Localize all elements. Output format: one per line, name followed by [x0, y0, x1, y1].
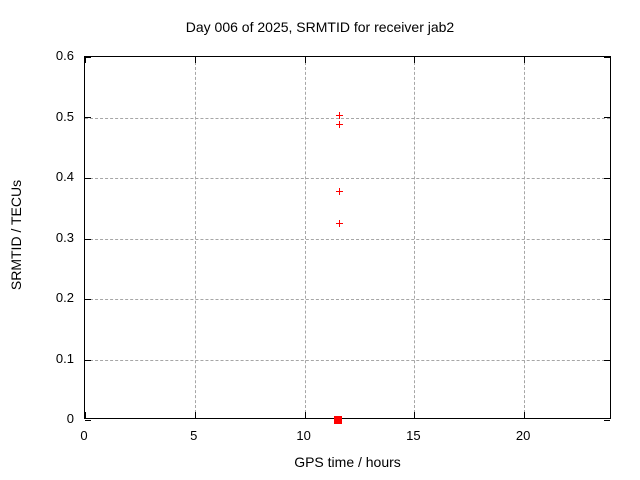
y-tick-label: 0.4: [55, 169, 74, 184]
grid-line-vertical: [194, 57, 196, 418]
y-tick-mark: [85, 117, 91, 118]
grid-line-horizontal: [85, 238, 610, 240]
data-point-plus: [336, 121, 344, 129]
data-point-plus: [336, 112, 344, 120]
chart-title: Day 006 of 2025, SRMTID for receiver jab…: [185, 19, 455, 35]
y-tick-label: 0.1: [55, 350, 74, 366]
y-axis-label: SRMTID / TECUs: [8, 179, 24, 291]
y-tick-mark: [85, 360, 91, 361]
y-tick-mark-mirror: [604, 178, 610, 179]
plus-vertical-bar: [339, 188, 341, 196]
y-tick-label: 0.3: [55, 229, 74, 245]
grid-line-vertical: [304, 57, 306, 418]
grid-line-horizontal: [85, 178, 610, 179]
y-tick-mark: [85, 239, 91, 240]
x-tick-mark: [195, 412, 196, 418]
y-tick-label: 0.2: [55, 290, 74, 305]
x-tick-mark-mirror: [195, 57, 196, 63]
x-tick-mark-mirror: [524, 57, 525, 63]
y-tick-label: 0.6: [55, 48, 74, 63]
data-point-plus: [336, 220, 344, 228]
x-tick-mark: [524, 412, 525, 418]
y-tick-mark: [85, 178, 91, 179]
x-tick-mark: [414, 412, 415, 418]
x-tick-label: 20: [515, 428, 531, 443]
x-axis-label: GPS time / hours: [294, 454, 401, 470]
y-tick-mark: [85, 57, 91, 58]
grid-line-vertical: [414, 57, 416, 418]
grid-line-horizontal: [85, 117, 610, 119]
plot-area: [84, 56, 611, 424]
data-point-square: [333, 416, 342, 424]
y-tick-mark-mirror: [604, 420, 610, 421]
y-tick-label: 0: [66, 411, 74, 426]
x-tick-mark: [305, 412, 306, 418]
y-tick-mark-mirror: [604, 117, 610, 118]
x-tick-mark: [85, 412, 86, 418]
x-tick-label: 0: [80, 428, 88, 443]
data-point-plus: [336, 188, 344, 196]
plus-vertical-bar: [339, 121, 341, 129]
plus-vertical-bar: [339, 220, 341, 228]
y-tick-mark-mirror: [604, 299, 610, 300]
grid-line-horizontal: [85, 299, 610, 300]
y-tick-mark-mirror: [604, 360, 610, 361]
grid-line-horizontal: [85, 359, 610, 361]
x-tick-mark-mirror: [305, 57, 306, 63]
grid-line-vertical: [524, 57, 526, 418]
y-tick-mark-mirror: [604, 239, 610, 240]
x-tick-mark-mirror: [85, 57, 86, 63]
x-tick-label: 5: [190, 428, 198, 443]
x-tick-label: 10: [296, 428, 311, 443]
y-tick-mark: [85, 420, 91, 421]
x-tick-label: 15: [406, 428, 421, 443]
y-tick-label: 0.5: [55, 108, 74, 124]
y-tick-mark-mirror: [604, 57, 610, 58]
y-tick-mark: [85, 299, 91, 300]
plus-vertical-bar: [339, 112, 341, 120]
x-tick-mark-mirror: [414, 57, 415, 63]
